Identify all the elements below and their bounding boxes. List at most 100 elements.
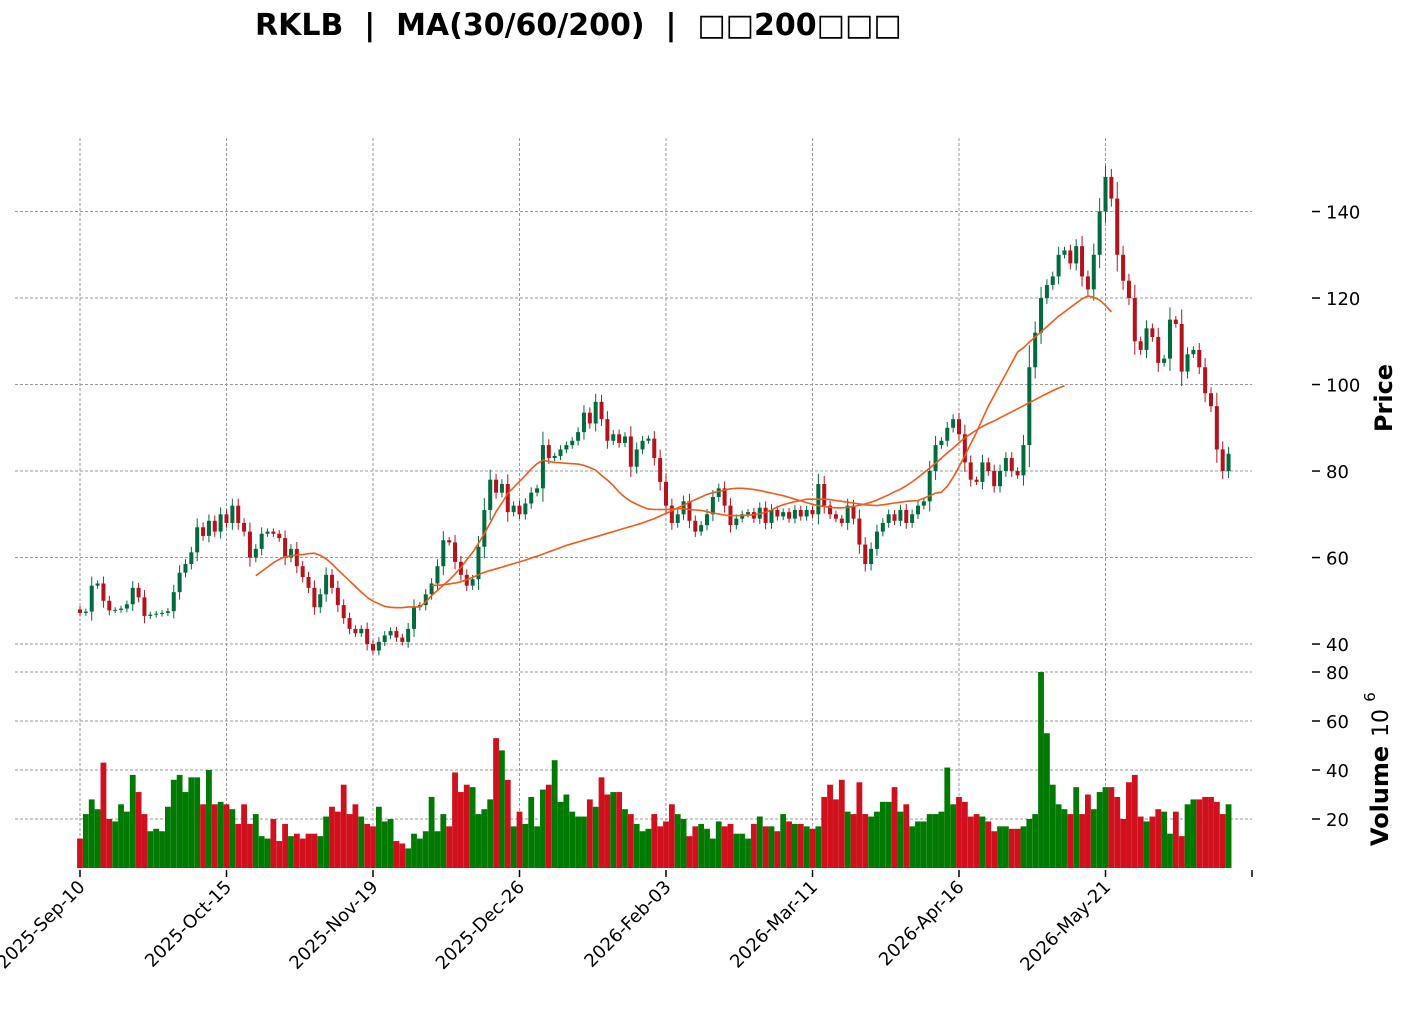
volume-bar — [838, 779, 845, 868]
candle — [915, 500, 920, 520]
volume-bar — [276, 841, 283, 868]
volume-bar — [985, 821, 992, 868]
candle — [376, 637, 381, 656]
candle — [1062, 246, 1067, 259]
volume-bar — [129, 774, 136, 868]
candle — [89, 576, 94, 621]
volume-bar — [1061, 809, 1068, 868]
volume-bar — [370, 826, 376, 868]
date-tick-label: 2025-Dec-26 — [432, 877, 529, 974]
volume-bar — [1008, 828, 1015, 868]
volume-bar — [938, 811, 945, 868]
volume-bar — [967, 816, 974, 868]
volume-bar — [469, 787, 476, 868]
volume-bar — [616, 792, 623, 868]
candle — [998, 464, 1003, 493]
volume-bar — [282, 823, 288, 868]
ma-short-line — [255, 295, 1112, 609]
volume-bar — [1079, 814, 1085, 868]
volume-bar — [270, 819, 277, 868]
candle — [1074, 239, 1079, 271]
candle — [1126, 273, 1131, 305]
candle — [142, 590, 147, 624]
price-candles — [78, 165, 1231, 656]
candle — [581, 405, 586, 440]
candle — [810, 506, 815, 518]
volume-bar — [920, 821, 927, 868]
candle — [1179, 309, 1184, 387]
volume-bar — [1026, 819, 1033, 868]
volume-bar — [557, 801, 564, 868]
candle — [880, 518, 885, 537]
candle — [288, 544, 293, 563]
volume-bar — [698, 823, 705, 868]
volume-bar — [329, 806, 335, 868]
volume-bar — [458, 792, 464, 868]
candle — [365, 622, 370, 651]
candle — [828, 500, 833, 520]
volume-bar — [200, 804, 206, 868]
volume-bar — [416, 838, 423, 868]
candle — [746, 508, 751, 518]
ma-long-line — [431, 385, 1065, 587]
date-tick-label: 2026-Feb-03 — [580, 877, 675, 972]
candle — [599, 394, 604, 427]
volume-bar — [1172, 811, 1179, 868]
volume-bar — [1161, 811, 1167, 868]
volume-bar — [803, 826, 810, 868]
volume-bar — [979, 816, 986, 868]
candle — [693, 515, 698, 537]
volume-bar — [159, 831, 165, 868]
volume-exponent-base: 10 — [1369, 709, 1394, 737]
volume-bar — [821, 796, 828, 868]
candle — [165, 608, 170, 616]
volume-bar — [323, 816, 330, 868]
volume-bar — [135, 792, 142, 868]
volume-bar — [915, 821, 921, 868]
candle — [968, 455, 973, 487]
volume-bar — [727, 823, 734, 868]
candle — [675, 509, 680, 528]
candle — [798, 505, 803, 521]
candle — [705, 508, 710, 531]
volume-bar — [1208, 796, 1214, 868]
candle — [558, 445, 563, 461]
volume-bar — [545, 784, 552, 868]
candle — [1103, 165, 1108, 223]
candle — [171, 584, 176, 619]
candle — [247, 522, 252, 567]
volume-bar — [627, 814, 634, 868]
candle — [517, 500, 522, 520]
candle — [1003, 452, 1008, 477]
candle — [183, 559, 188, 578]
volume-bar — [153, 828, 160, 868]
candle — [1091, 243, 1096, 301]
volume-bar — [211, 804, 218, 868]
volume-bar — [534, 826, 540, 868]
candle — [329, 569, 334, 594]
moving-averages — [255, 295, 1112, 609]
volume-bar — [756, 816, 763, 868]
candle — [130, 581, 135, 611]
candle — [511, 501, 516, 517]
volume-bar — [1184, 804, 1191, 868]
candle — [347, 612, 352, 635]
volume-bar — [575, 816, 581, 868]
volume-bar — [1044, 733, 1050, 868]
candle — [611, 430, 616, 445]
candle — [253, 544, 258, 563]
candle — [921, 497, 926, 510]
candle — [957, 412, 961, 441]
volume-bar — [633, 823, 640, 868]
volume-bar — [692, 826, 699, 868]
volume-bar — [956, 796, 962, 868]
candle — [1214, 392, 1219, 463]
candle — [1015, 467, 1020, 480]
volume-bar — [809, 828, 816, 868]
candle — [775, 505, 780, 521]
date-tick-label: 2026-Apr-16 — [875, 877, 969, 971]
candle — [587, 407, 592, 429]
candle — [1132, 284, 1137, 355]
candle — [488, 469, 493, 521]
candle — [201, 522, 206, 541]
